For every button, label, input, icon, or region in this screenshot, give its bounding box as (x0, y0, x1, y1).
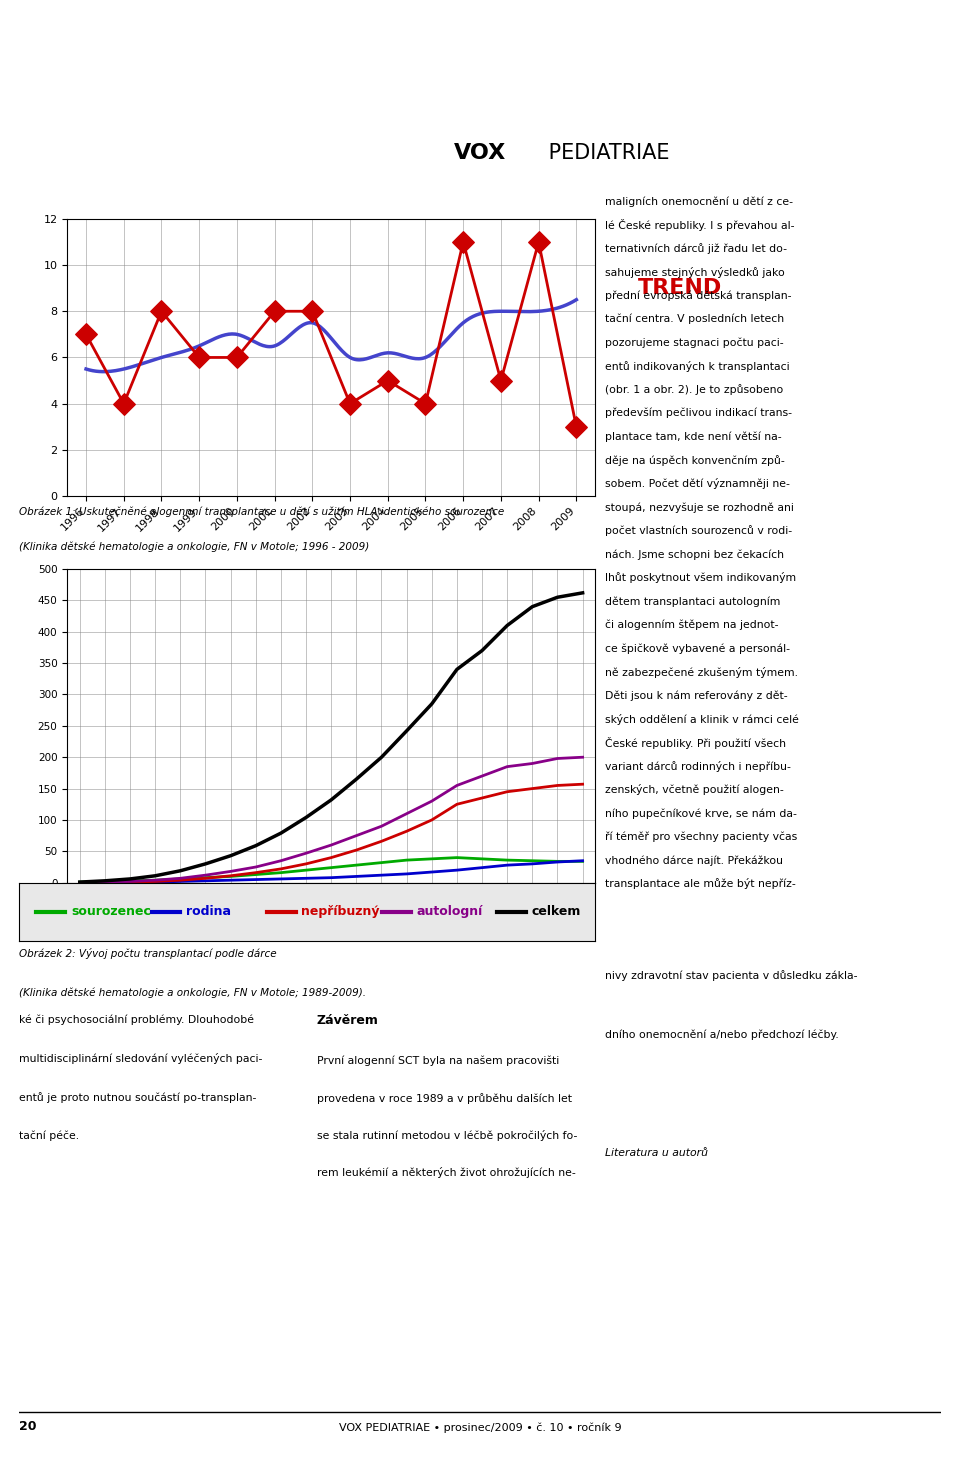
Text: pozorujeme stagnaci počtu paci-: pozorujeme stagnaci počtu paci- (605, 337, 783, 347)
Text: lhůt poskytnout všem indikovaným: lhůt poskytnout všem indikovaným (605, 572, 796, 584)
Text: Obrázek 1: Uskutečněné alogennní transplantace u dětí s užitím HLA identického s: Obrázek 1: Uskutečněné alogennní transpl… (19, 506, 504, 516)
Text: nivy zdravotní stav pacienta v důsledku zákla-: nivy zdravotní stav pacienta v důsledku … (605, 970, 857, 980)
Text: ternativních dárců již řadu let do-: ternativních dárců již řadu let do- (605, 244, 787, 254)
Text: ří téměř pro všechny pacienty včas: ří téměř pro všechny pacienty včas (605, 832, 797, 842)
Text: ké či psychosociální problémy. Dlouhodobé: ké či psychosociální problémy. Dlouhodob… (19, 1014, 254, 1024)
Text: Závěrem: Závěrem (317, 1014, 378, 1027)
Point (191, 346, 206, 369)
Text: plantace tam, kde není větší na-: plantace tam, kde není větší na- (605, 432, 781, 442)
Text: dětem transplantaci autologním: dětem transplantaci autologním (605, 597, 780, 607)
Point (493, 369, 509, 392)
Text: autologní: autologní (417, 906, 483, 918)
Text: Obrázek 2: Vývoj počtu transplantací podle dárce: Obrázek 2: Vývoj počtu transplantací pod… (19, 948, 276, 959)
Text: dního onemocnění a/nebo předchozí léčby.: dního onemocnění a/nebo předchozí léčby. (605, 1030, 838, 1040)
Text: sourozenec: sourozenec (71, 906, 151, 918)
Text: variant dárců rodinných i nepříbu-: variant dárců rodinných i nepříbu- (605, 760, 791, 772)
Text: rodina: rodina (186, 906, 231, 918)
Text: nepříbuzný: nepříbuzný (301, 906, 380, 918)
Text: První alogenní SCT byla na našem pracovišti: První alogenní SCT byla na našem pracovi… (317, 1056, 559, 1067)
Text: rem leukémií a některých život ohrožujících ne-: rem leukémií a některých život ohrožujíc… (317, 1167, 576, 1177)
Point (267, 299, 282, 322)
Text: Literatura u autorů: Literatura u autorů (605, 1148, 708, 1158)
Text: sobem. Počet dětí významněji ne-: sobem. Počet dětí významněji ne- (605, 479, 790, 489)
Text: lé České republiky. I s převahou al-: lé České republiky. I s převahou al- (605, 219, 794, 231)
Text: přední evropská dětská transplan-: přední evropská dětská transplan- (605, 290, 791, 301)
Point (154, 299, 169, 322)
Text: České republiky. Při použití všech: České republiky. Při použití všech (605, 737, 786, 748)
Text: nách. Jsme schopni bez čekacích: nách. Jsme schopni bez čekacích (605, 549, 783, 560)
Text: entů indikovaných k transplantaci: entů indikovaných k transplantaci (605, 360, 789, 372)
Text: entů je proto nutnou součástí po-transplan-: entů je proto nutnou součástí po-transpl… (19, 1091, 256, 1103)
Text: vhodného dárce najít. Překážkou: vhodného dárce najít. Překážkou (605, 855, 782, 865)
Text: celkem: celkem (532, 906, 581, 918)
Text: se stala rutinní metodou v léčbě pokročilých fo-: se stala rutinní metodou v léčbě pokroči… (317, 1129, 577, 1141)
Point (304, 299, 320, 322)
Text: TREND: TREND (637, 279, 722, 298)
Text: maligních onemocnění u dětí z ce-: maligních onemocnění u dětí z ce- (605, 196, 793, 207)
Text: 20: 20 (19, 1421, 36, 1433)
Text: především pečlivou indikací trans-: především pečlivou indikací trans- (605, 409, 792, 419)
Point (418, 392, 433, 416)
Text: ně zabezpečené zkušeným týmem.: ně zabezpečené zkušeným týmem. (605, 667, 798, 677)
Text: (obr. 1 a obr. 2). Je to způsobeno: (obr. 1 a obr. 2). Je to způsobeno (605, 384, 783, 395)
Text: děje na úspěch konvenčním způ-: děje na úspěch konvenčním způ- (605, 455, 784, 465)
Point (116, 392, 132, 416)
Point (568, 414, 584, 438)
Text: VOX: VOX (454, 143, 506, 163)
Text: (Klinika dětské hematologie a onkologie, FN v Motole; 1996 - 2009): (Klinika dětské hematologie a onkologie,… (19, 541, 370, 552)
Text: (Klinika dětské hematologie a onkologie, FN v Motole; 1989-2009).: (Klinika dětské hematologie a onkologie,… (19, 986, 366, 998)
Point (229, 346, 245, 369)
Text: multidisciplinární sledování vyléčených paci-: multidisciplinární sledování vyléčených … (19, 1053, 263, 1064)
Text: ního pupečníkové krve, se nám da-: ního pupečníkové krve, se nám da- (605, 808, 797, 818)
Text: Děti jsou k nám referovány z dět-: Děti jsou k nám referovány z dět- (605, 690, 787, 700)
Text: transplantace ale může být nepříz-: transplantace ale může být nepříz- (605, 878, 796, 890)
Text: stoupá, nezvyšuje se rozhodně ani: stoupá, nezvyšuje se rozhodně ani (605, 502, 794, 512)
Text: VOX PEDIATRIAE • prosinec/2009 • č. 10 • ročník 9: VOX PEDIATRIAE • prosinec/2009 • č. 10 •… (339, 1423, 621, 1433)
Text: tační péče.: tační péče. (19, 1131, 80, 1141)
Point (79, 322, 94, 346)
Point (531, 231, 546, 254)
Point (455, 231, 470, 254)
Point (343, 392, 358, 416)
Text: provedena v roce 1989 a v průběhu dalších let: provedena v roce 1989 a v průběhu dalšíc… (317, 1093, 572, 1104)
Text: PEDIATRIAE: PEDIATRIAE (542, 143, 670, 163)
Point (380, 369, 396, 392)
Text: zenských, včetně použití alogen-: zenských, včetně použití alogen- (605, 785, 783, 795)
Text: tační centra. V posledních letech: tační centra. V posledních letech (605, 314, 784, 324)
Text: ce špičkově vybavené a personál-: ce špičkově vybavené a personál- (605, 643, 790, 654)
Text: ských oddělení a klinik v rámci celé: ských oddělení a klinik v rámci celé (605, 713, 799, 725)
Text: sahujeme stejných výsledků jako: sahujeme stejných výsledků jako (605, 267, 784, 277)
Text: či alogenním štěpem na jednot-: či alogenním štěpem na jednot- (605, 620, 779, 630)
Text: počet vlastních sourozenců v rodi-: počet vlastních sourozenců v rodi- (605, 525, 792, 537)
